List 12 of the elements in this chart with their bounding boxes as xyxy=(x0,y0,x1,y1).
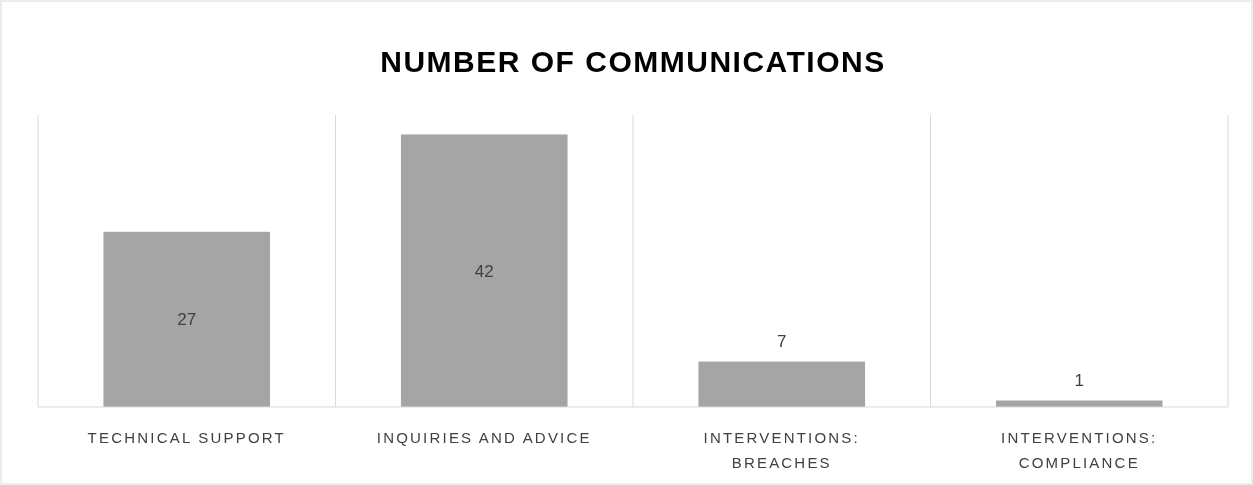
bar xyxy=(698,361,866,407)
x-tick-label: INTERVENTIONS: COMPLIANCE xyxy=(1001,429,1158,471)
data-label: 42 xyxy=(474,261,494,281)
x-tick-label: TECHNICAL SUPPORT xyxy=(87,429,286,446)
chart-title: NUMBER OF COMMUNICATIONS xyxy=(380,45,886,78)
x-tick-label: INQUIRIES AND ADVICE xyxy=(376,429,592,446)
x-tick-label: INTERVENTIONS: BREACHES xyxy=(703,429,860,471)
bar xyxy=(103,231,271,407)
data-label: 1 xyxy=(1074,370,1084,390)
data-label: 7 xyxy=(777,331,787,351)
data-label: 27 xyxy=(177,310,197,330)
bar xyxy=(400,134,568,407)
